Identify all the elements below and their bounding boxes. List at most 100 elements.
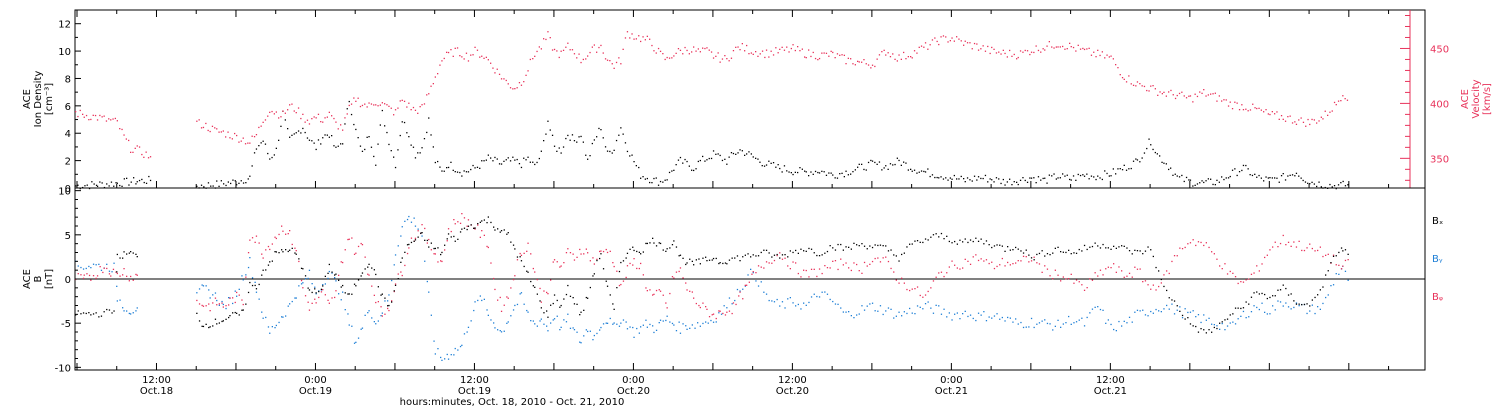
by-point xyxy=(338,293,340,295)
by-point xyxy=(818,296,821,298)
velocity-point xyxy=(123,134,125,136)
density-point xyxy=(834,177,836,179)
velocity-point xyxy=(706,47,708,49)
velocity-point xyxy=(668,57,671,59)
velocity-point xyxy=(340,124,342,126)
density-point xyxy=(1223,178,1225,181)
density-point xyxy=(1172,174,1174,176)
bx-point xyxy=(1007,246,1009,248)
by-point xyxy=(357,337,360,339)
velocity-point xyxy=(1189,95,1192,97)
density-point xyxy=(108,185,110,187)
by-point xyxy=(414,225,417,227)
velocity-point xyxy=(896,60,898,62)
velocity-point xyxy=(426,94,428,96)
bz-point xyxy=(1152,284,1154,286)
density-point xyxy=(1106,172,1108,175)
velocity-point xyxy=(1161,93,1163,95)
density-point xyxy=(115,182,117,184)
density-point xyxy=(230,182,232,185)
velocity-point xyxy=(693,46,695,48)
bx-point xyxy=(234,311,236,314)
bz-point xyxy=(461,213,463,215)
bz-point xyxy=(983,260,985,262)
density-point xyxy=(556,150,558,152)
velocity-point xyxy=(1185,97,1188,99)
by-point xyxy=(909,307,911,310)
bx-point xyxy=(479,221,481,223)
bx-point xyxy=(202,325,205,328)
by-point xyxy=(401,226,403,228)
bx-point xyxy=(1195,325,1197,328)
bz-point xyxy=(816,275,818,278)
density-point xyxy=(929,175,931,178)
by-point xyxy=(267,326,270,328)
density-point xyxy=(887,168,889,170)
velocity-point xyxy=(200,127,203,129)
bz-point xyxy=(1144,280,1147,282)
density-point xyxy=(715,153,717,155)
bx-point xyxy=(245,303,247,305)
velocity-point xyxy=(823,52,825,54)
bx-point xyxy=(629,248,631,250)
by-point xyxy=(665,319,667,322)
bx-point xyxy=(236,312,238,314)
bx-point xyxy=(1123,245,1125,247)
bz-point xyxy=(483,234,485,236)
velocity-point xyxy=(516,87,518,89)
by-point xyxy=(298,285,300,287)
bz-point xyxy=(967,260,969,262)
bz-point xyxy=(510,287,512,289)
velocity-point xyxy=(1271,111,1273,113)
by-point xyxy=(1266,313,1268,315)
velocity-point xyxy=(490,62,492,64)
density-point xyxy=(861,163,863,165)
velocity-point xyxy=(518,82,521,84)
bx-point xyxy=(731,257,733,259)
density-point xyxy=(885,165,887,167)
density-point xyxy=(1035,182,1037,184)
bx-point xyxy=(1107,247,1109,249)
bz-point xyxy=(863,261,866,264)
bz-point xyxy=(1269,249,1271,251)
bz-point xyxy=(686,289,688,291)
bz-point xyxy=(353,253,356,255)
bz-point xyxy=(294,247,296,249)
bz-point xyxy=(1176,255,1178,257)
velocity-point xyxy=(315,117,317,119)
bz-point xyxy=(221,302,223,304)
bx-point xyxy=(360,275,362,277)
bz-point xyxy=(715,317,717,320)
bz-point xyxy=(1250,273,1253,275)
velocity-point xyxy=(1099,54,1101,57)
velocity-point xyxy=(1033,51,1035,54)
velocity-point xyxy=(830,50,832,52)
by-point xyxy=(559,329,561,331)
bx-point xyxy=(335,273,337,275)
density-point xyxy=(697,160,699,163)
velocity-point xyxy=(682,53,684,55)
by-point xyxy=(404,220,406,222)
bz-point xyxy=(1338,264,1340,266)
bz-point xyxy=(275,237,277,240)
by-point xyxy=(720,313,723,315)
bx-point xyxy=(367,266,369,268)
density-point xyxy=(832,174,834,176)
by-point xyxy=(625,321,627,323)
by-point xyxy=(742,288,744,290)
velocity-point xyxy=(1247,110,1249,112)
density-point xyxy=(553,145,556,147)
velocity-point xyxy=(569,49,571,51)
bz-point xyxy=(214,297,217,299)
density-point xyxy=(258,145,260,147)
by-point xyxy=(1290,308,1292,310)
bx-point xyxy=(646,242,648,245)
velocity-point xyxy=(394,109,397,111)
density-point xyxy=(1156,153,1158,155)
density-point xyxy=(1216,179,1218,181)
velocity-point xyxy=(746,44,748,47)
bz-point xyxy=(592,257,594,259)
bx-point xyxy=(632,246,634,248)
density-point xyxy=(119,184,121,187)
bx-point xyxy=(1036,253,1038,256)
